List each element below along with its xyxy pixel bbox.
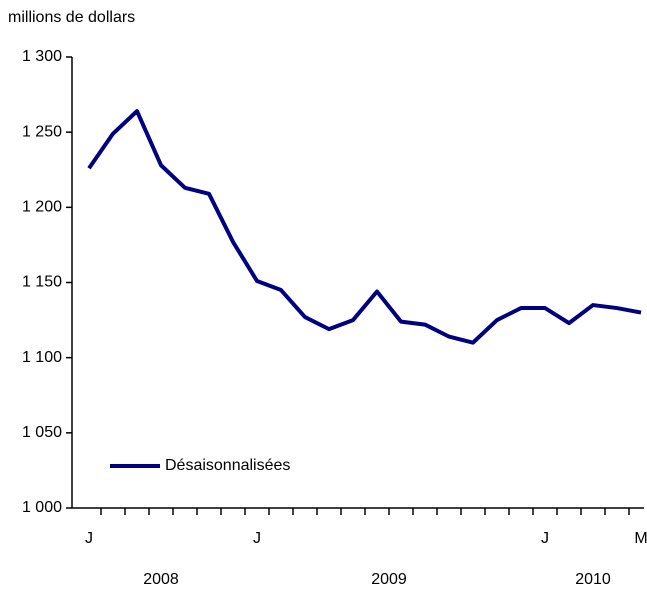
x-tick-label: J bbox=[253, 530, 261, 547]
x-tick-label: M bbox=[634, 530, 647, 547]
year-label: 2010 bbox=[575, 571, 611, 588]
legend-label: Désaisonnalisées bbox=[165, 457, 290, 474]
year-label: 2008 bbox=[143, 571, 179, 588]
y-tick-label: 1 200 bbox=[22, 199, 62, 216]
y-axis-label: millions de dollars bbox=[8, 9, 135, 26]
y-tick-label: 1 000 bbox=[22, 499, 62, 516]
y-tick-label: 1 050 bbox=[22, 424, 62, 441]
y-tick-label: 1 300 bbox=[22, 48, 62, 65]
year-label: 2009 bbox=[371, 571, 407, 588]
line-series bbox=[87, 109, 642, 345]
y-tick-label: 1 250 bbox=[22, 123, 62, 140]
x-tick-label: J bbox=[85, 530, 93, 547]
x-tick-label: J bbox=[541, 530, 549, 547]
y-tick-label: 1 100 bbox=[22, 349, 62, 366]
y-tick-label: 1 150 bbox=[22, 274, 62, 291]
